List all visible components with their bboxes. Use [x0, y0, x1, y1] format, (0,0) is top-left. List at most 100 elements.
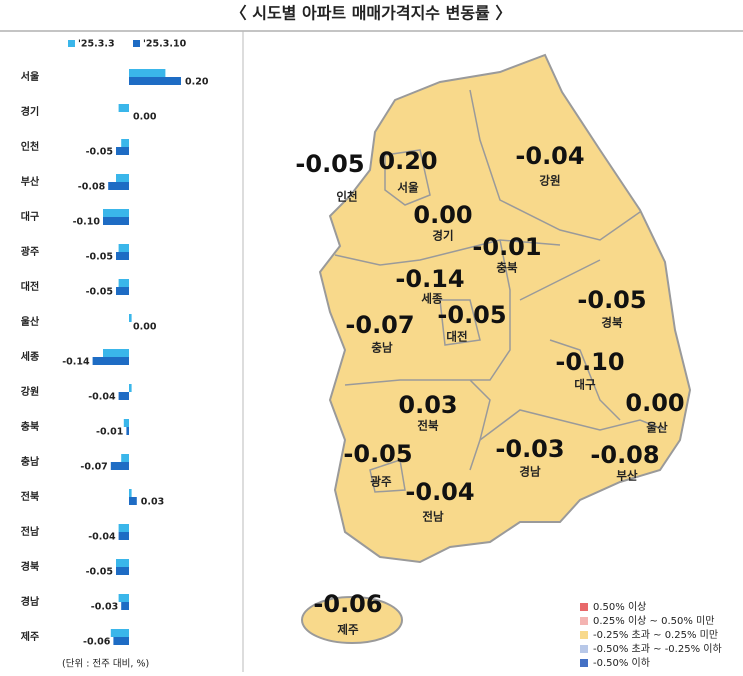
bar — [118, 594, 129, 602]
value-label: -0.03 — [91, 602, 118, 613]
region-name: 대전 — [446, 330, 467, 344]
category-label: 광주 — [21, 246, 39, 258]
bar — [103, 209, 129, 217]
category-label: 충남 — [21, 455, 40, 468]
value-label: -0.04 — [88, 532, 116, 543]
region-value: -0.01 — [472, 233, 541, 261]
region-name: 대구 — [574, 378, 596, 392]
category-label: 경남 — [21, 595, 40, 608]
category-label: 전남 — [21, 525, 40, 538]
bar — [118, 244, 129, 252]
category-label: 대구 — [21, 210, 39, 223]
map — [301, 53, 692, 644]
unit-note: (단위 : 전주 대비, %) — [62, 658, 149, 670]
bar — [116, 147, 129, 155]
region-name: 경기 — [432, 229, 453, 243]
legend-swatch — [580, 603, 588, 611]
region-value: -0.14 — [395, 265, 464, 293]
category-label: 인천 — [21, 140, 39, 153]
bar — [118, 392, 129, 400]
region-name: 충북 — [496, 261, 518, 275]
region-value: 0.03 — [398, 391, 457, 419]
bar — [126, 427, 129, 435]
region-value: -0.04 — [405, 478, 474, 506]
value-label: -0.08 — [78, 182, 106, 193]
legend-label: 0.50% 이상 — [593, 601, 646, 613]
region-value: -0.10 — [555, 348, 624, 376]
region-name: 울산 — [646, 421, 668, 435]
bar — [116, 567, 129, 575]
bar — [113, 637, 129, 645]
value-label: 0.00 — [133, 322, 157, 333]
bar — [121, 139, 129, 147]
region-name: 인천 — [336, 190, 357, 204]
bar — [121, 602, 129, 610]
category-label: 경북 — [21, 560, 39, 573]
legend-swatch — [68, 40, 75, 47]
value-label: -0.05 — [86, 147, 113, 158]
value-label: -0.04 — [88, 392, 116, 403]
legend-label: -0.25% 초과 ~ 0.25% 미만 — [593, 629, 718, 641]
value-label: 0.20 — [185, 77, 209, 88]
bar — [103, 217, 129, 225]
region-name: 충남 — [371, 341, 393, 355]
legend-swatch — [133, 40, 140, 47]
region-value: -0.05 — [437, 301, 506, 329]
category-label: 전북 — [21, 490, 39, 503]
bar — [123, 419, 129, 427]
category-label: 울산 — [21, 315, 40, 328]
bar — [129, 69, 166, 77]
region-value: -0.06 — [313, 590, 382, 618]
value-label: 0.03 — [141, 497, 164, 508]
region-value: -0.08 — [590, 441, 659, 469]
bar — [129, 77, 181, 85]
category-label: 제주 — [21, 630, 39, 643]
category-label: 충북 — [21, 420, 39, 433]
bar — [129, 489, 132, 497]
legend-label: 0.25% 이상 ~ 0.50% 미만 — [593, 615, 714, 627]
legend-swatch — [580, 659, 588, 667]
bar — [110, 462, 129, 470]
value-label: -0.10 — [73, 217, 101, 228]
region-value: -0.05 — [577, 286, 646, 314]
bar — [118, 532, 129, 540]
value-label: -0.06 — [83, 637, 111, 648]
value-label: -0.05 — [86, 567, 113, 578]
value-label: -0.14 — [62, 357, 90, 368]
category-label: 부산 — [21, 175, 40, 188]
region-name: 경북 — [601, 316, 623, 330]
bar — [116, 252, 129, 260]
bar — [116, 559, 129, 567]
bar — [121, 454, 129, 462]
bar — [129, 314, 132, 322]
region-value: -0.05 — [343, 440, 412, 468]
region-value: 0.00 — [413, 201, 472, 229]
bar — [92, 357, 129, 365]
region-name: 세종 — [421, 292, 443, 306]
region-value: -0.03 — [495, 435, 564, 463]
category-label: 대전 — [21, 280, 39, 293]
region-value: -0.07 — [345, 311, 414, 339]
bar — [110, 629, 129, 637]
legend-label: '25.3.10 — [143, 39, 187, 50]
bar — [108, 182, 129, 190]
region-name: 제주 — [337, 623, 359, 637]
bar — [116, 287, 129, 295]
region-name: 강원 — [539, 174, 560, 188]
region-value: 0.00 — [625, 389, 684, 417]
map-borders — [334, 89, 666, 493]
value-label: 0.00 — [133, 112, 157, 123]
category-label: 세종 — [21, 350, 39, 363]
region-name: 전남 — [422, 510, 444, 524]
region-name: 서울 — [397, 181, 419, 195]
category-label: 서울 — [21, 70, 39, 83]
legend-label: -0.50% 이하 — [593, 656, 650, 669]
legend-label: '25.3.3 — [78, 39, 115, 50]
value-label: -0.05 — [86, 287, 113, 298]
region-name: 광주 — [370, 475, 392, 489]
region-value: -0.04 — [515, 142, 584, 170]
bar — [118, 104, 129, 112]
value-label: -0.01 — [96, 427, 123, 438]
legend-swatch — [580, 631, 588, 639]
